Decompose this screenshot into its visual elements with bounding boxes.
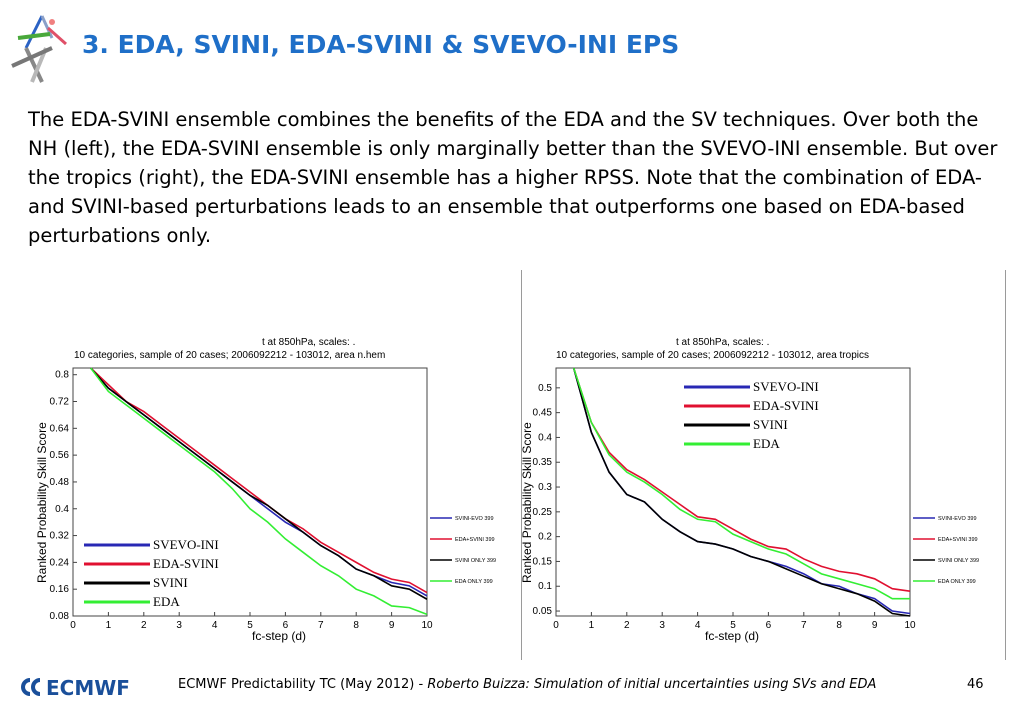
overlay-legend-label: EDA <box>753 436 780 451</box>
chart-title: t at 850hPa, scales: . <box>262 337 355 348</box>
x-tick-label: 1 <box>589 620 595 631</box>
page-title: 3. EDA, SVINI, EDA-SVINI & SVEVO-INI EPS <box>82 30 680 59</box>
ecmwf-logo-text: ECMWF <box>46 676 130 698</box>
side-legend-label: EDA+SVINI 399 <box>938 537 978 543</box>
side-legend-label: EDA ONLY 399 <box>455 579 493 585</box>
x-tick-label: 4 <box>695 620 701 631</box>
overlay-legend-label: EDA-SVINI <box>153 556 219 571</box>
y-tick-labels: 0.08 0.16 0.24 0.32 0.4 0.48 0.56 0.64 0.72 0.8 <box>50 370 77 622</box>
right-panel-frame-right <box>1005 270 1006 660</box>
x-tick-label: 3 <box>659 620 665 631</box>
series-lines <box>90 367 428 616</box>
x-tick-label: 2 <box>141 620 147 631</box>
series-line-eda <box>572 367 910 600</box>
plot-area <box>555 367 911 617</box>
footer-source: ECMWF Predictability TC (May 2012) - <box>178 677 428 692</box>
y-axis-label: Ranked Probability Skill Score <box>35 422 49 583</box>
x-tick-label: 7 <box>801 620 807 631</box>
y-tick-label: 0.2 <box>538 532 552 543</box>
series-lines <box>572 367 911 617</box>
y-tick-label: 0.3 <box>538 482 552 493</box>
side-legend-label: SVINI-EVO 399 <box>455 516 494 522</box>
body-paragraph: The EDA-SVINI ensemble combines the bene… <box>28 108 998 247</box>
y-tick-labels: 0.05 0.1 0.15 0.2 0.25 0.3 0.35 0.4 0.45 0.5 <box>533 383 560 617</box>
side-legend-label: SVINI ONLY 399 <box>455 558 496 564</box>
x-tick-label: 7 <box>318 620 324 631</box>
side-legend-label: SVINI ONLY 399 <box>938 558 979 564</box>
series-line-svevo-ini <box>90 367 428 597</box>
overlay-legend-label: SVEVO-INI <box>153 537 219 552</box>
ecmwf-logo-icon: ECMWF <box>21 676 130 698</box>
y-tick-label: 0.32 <box>50 531 70 542</box>
y-tick-label: 0.24 <box>50 557 70 568</box>
y-tick-label: 0.16 <box>50 584 70 595</box>
overlay-legend: SVEVO-INI EDA-SVINI SVINI EDA <box>84 537 219 609</box>
x-tick-label: 0 <box>553 620 559 631</box>
x-tick-label: 8 <box>353 620 359 631</box>
series-line-eda-svini <box>90 367 428 594</box>
y-tick-label: 0.08 <box>50 611 70 622</box>
x-tick-label: 10 <box>421 620 433 631</box>
overlay-legend-label: EDA <box>153 594 180 609</box>
chart-subtitle: 10 categories, sample of 20 cases; 20060… <box>556 350 869 361</box>
y-tick-label: 0.72 <box>50 397 70 408</box>
side-legend-label: EDA ONLY 399 <box>938 579 976 585</box>
footer-text: ECMWF Predictability TC (May 2012) - Rob… <box>178 677 876 692</box>
x-tick-label: 0 <box>70 620 76 631</box>
overlay-legend-label: SVEVO-INI <box>753 379 819 394</box>
y-tick-label: 0.15 <box>533 556 553 567</box>
y-tick-label: 0.25 <box>533 507 553 518</box>
x-tick-label: 8 <box>836 620 842 631</box>
x-tick-label: 4 <box>212 620 218 631</box>
series-line-svini <box>90 367 428 600</box>
chart-title: t at 850hPa, scales: . <box>676 337 769 348</box>
x-tick-label: 6 <box>766 620 772 631</box>
x-tick-labels: 0 1 2 3 4 5 6 7 8 9 10 <box>70 612 433 631</box>
x-tick-label: 10 <box>904 620 916 631</box>
y-axis-label: Ranked Probability Skill Score <box>520 422 534 583</box>
series-line-svini <box>572 367 911 617</box>
y-tick-label: 0.5 <box>538 383 552 394</box>
side-legend-label: SVINI-EVO 399 <box>938 516 977 522</box>
overlay-legend-label: SVINI <box>153 575 188 590</box>
x-tick-label: 5 <box>730 620 736 631</box>
footer-author: Roberto Buizza: Simulation of initial un… <box>427 677 877 692</box>
side-legend-label: EDA+SVINI 399 <box>455 537 495 543</box>
x-tick-labels: 0 1 2 3 4 5 6 7 8 9 10 <box>553 612 916 631</box>
side-legend: SVINI-EVO 399 EDA+SVINI 399 SVINI ONLY 399… <box>913 516 979 585</box>
series-line-svevo-ini <box>572 367 911 615</box>
overlay-legend: SVEVO-INI EDA-SVINI SVINI EDA <box>684 379 819 451</box>
plot-area <box>72 367 428 617</box>
x-tick-label: 6 <box>283 620 289 631</box>
chart-subtitle: 10 categories, sample of 20 cases; 20060… <box>74 350 385 361</box>
y-tick-label: 0.45 <box>533 408 553 419</box>
y-tick-label: 0.64 <box>50 423 70 434</box>
y-tick-label: 0.4 <box>538 432 552 443</box>
series-line-eda <box>90 367 428 616</box>
x-tick-label: 2 <box>624 620 630 631</box>
x-tick-label: 5 <box>247 620 253 631</box>
side-legend: SVINI-EVO 399 EDA+SVINI 399 SVINI ONLY 399… <box>430 516 496 585</box>
right-panel-frame-left <box>521 270 522 660</box>
y-tick-label: 0.56 <box>50 450 70 461</box>
overlay-legend-label: SVINI <box>753 417 788 432</box>
y-tick-label: 0.8 <box>55 370 69 381</box>
x-tick-label: 3 <box>176 620 182 631</box>
y-tick-label: 0.35 <box>533 457 553 468</box>
x-tick-label: 9 <box>389 620 395 631</box>
overlay-legend-label: EDA-SVINI <box>753 398 819 413</box>
y-tick-label: 0.05 <box>533 606 553 617</box>
x-axis-label: fc-step (d) <box>252 629 306 643</box>
y-tick-label: 0.4 <box>55 504 69 515</box>
x-tick-label: 1 <box>106 620 112 631</box>
y-tick-label: 0.1 <box>538 581 552 592</box>
x-axis-label: fc-step (d) <box>705 629 759 643</box>
page-number: 46 <box>967 677 984 692</box>
series-line-eda-svini <box>572 367 911 592</box>
y-tick-label: 0.48 <box>50 477 70 488</box>
ecmwf-figure-logo-icon <box>11 15 67 83</box>
x-tick-label: 9 <box>872 620 878 631</box>
